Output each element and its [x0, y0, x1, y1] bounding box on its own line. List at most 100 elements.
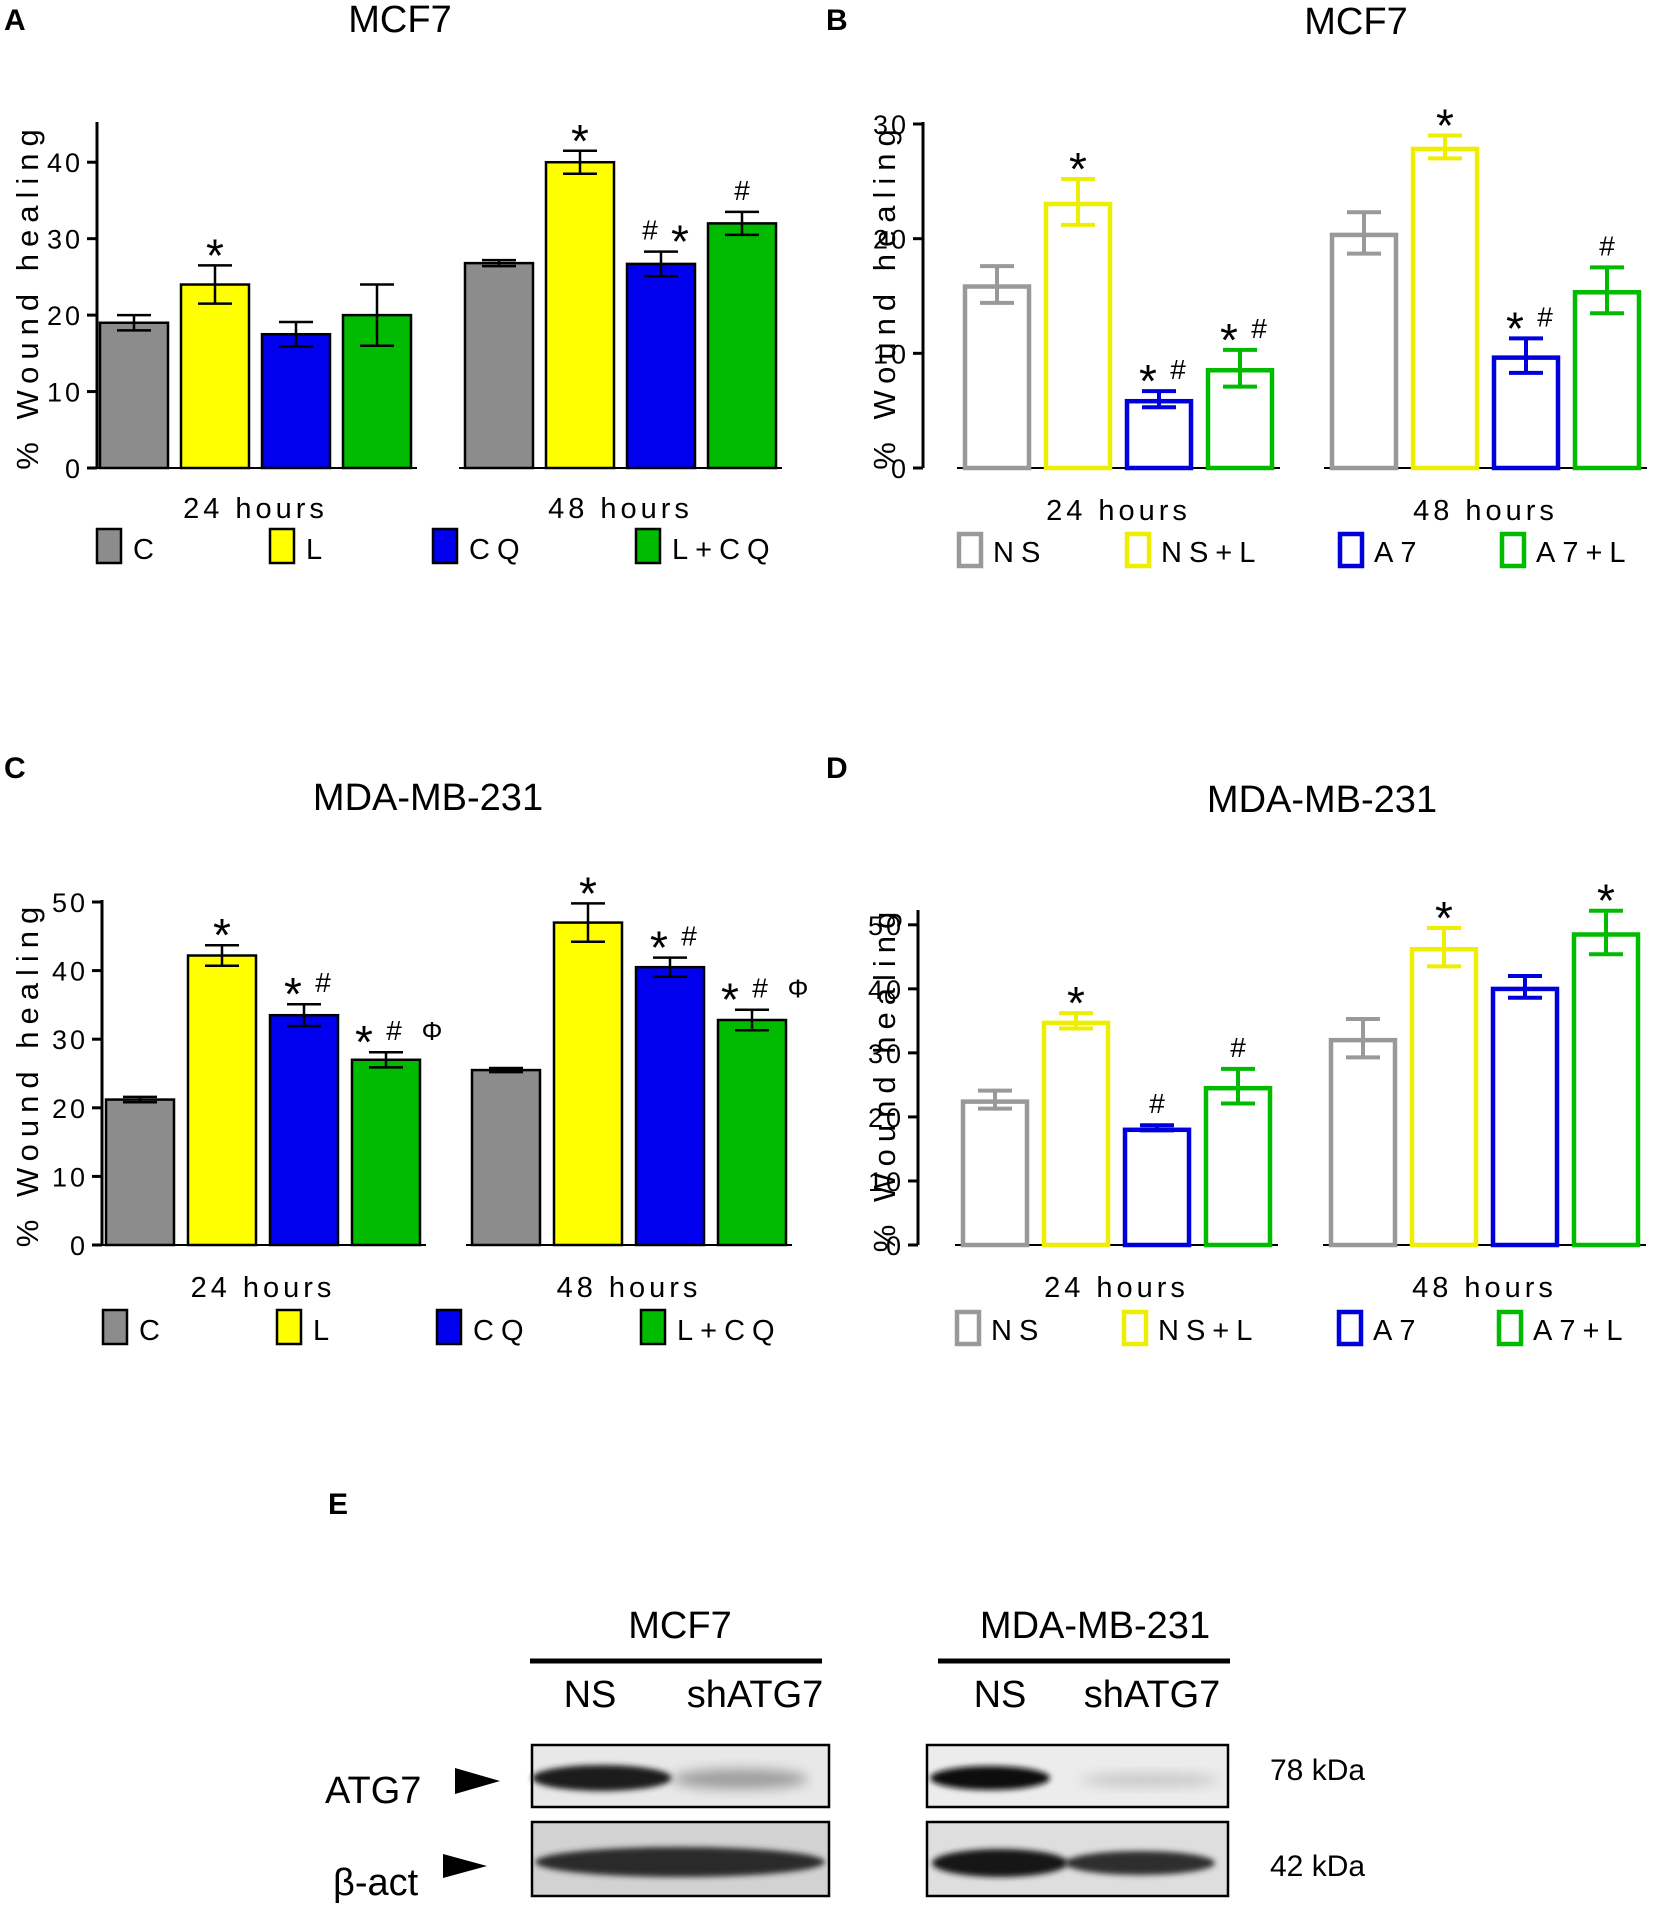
blot-size-label: 42 kDa [1270, 1850, 1365, 1883]
legend-swatch [275, 1308, 303, 1346]
arrowhead-icon [455, 1768, 500, 1794]
legend-swatch [1496, 1309, 1524, 1347]
panel-b-chart: B MCF7 0 10 20 30% Wound healing * * * # * # * # #24 h… [826, 1, 1647, 569]
legend-label: NS+L [1161, 537, 1262, 569]
legend-swatch [1121, 1309, 1149, 1347]
panel-a-chart: A MCF7 0 10 20 30 40% Wound healing * * # * #24 hou… [4, 0, 782, 566]
legend-label: L [313, 1315, 336, 1347]
bar [552, 921, 624, 1247]
panel-label: D [826, 752, 848, 785]
bar [470, 1068, 542, 1247]
chart-title: MCF7 [348, 0, 451, 41]
significance-hash: # [1599, 230, 1615, 261]
significance-hash: # [1170, 354, 1186, 385]
significance-hash: # [386, 1015, 402, 1046]
bar [1490, 986, 1560, 1248]
significance-hash: # [315, 967, 331, 998]
bar [960, 1099, 1030, 1248]
bar [350, 1058, 422, 1247]
blot-strip-bact-mcf7 [530, 1820, 831, 1898]
chart-title: MCF7 [1304, 1, 1407, 43]
legend-swatch [1124, 531, 1152, 569]
legend-swatch [634, 527, 662, 565]
y-axis-label: % Wound healing [867, 905, 902, 1252]
significance-star: * [579, 867, 597, 919]
panel-label-e: E [328, 1488, 348, 1521]
x-group-label: 24 hours [1044, 1272, 1189, 1304]
significance-star: * [671, 216, 689, 268]
legend-label: L [306, 534, 329, 566]
bar [1410, 146, 1480, 471]
blot-cell-line-label: MCF7 [628, 1605, 731, 1647]
significance-star: * [1436, 99, 1454, 151]
y-tick-label: 40 [52, 957, 88, 987]
significance-star: * [1597, 875, 1615, 927]
x-group-label: 24 hours [183, 493, 328, 525]
y-tick-label: 0 [891, 454, 909, 484]
bar [98, 321, 170, 470]
bar [706, 222, 778, 470]
significance-hash: # [1537, 301, 1553, 332]
legend-swatch [101, 1308, 129, 1346]
bar [268, 1013, 340, 1247]
blot-lane-label: NS [564, 1674, 617, 1716]
bar [186, 954, 258, 1247]
legend-swatch [639, 1308, 667, 1346]
significance-star: * [1506, 302, 1524, 354]
legend-label: A7+L [1533, 1315, 1630, 1347]
significance-star: * [1435, 892, 1453, 944]
legend-label: L+CQ [677, 1315, 782, 1347]
panel-label: B [826, 4, 848, 37]
bar [716, 1018, 788, 1247]
arrowhead-icon [443, 1854, 487, 1878]
legend-label: NS [993, 537, 1047, 569]
bar [1409, 946, 1479, 1248]
y-tick-label: 10 [868, 1167, 904, 1197]
significance-phi: Φ [422, 1016, 443, 1046]
blot-strip-atg7-mcf7 [530, 1743, 831, 1809]
significance-hash: # [752, 973, 768, 1004]
legend-label: C [139, 1315, 167, 1347]
panel-d-chart: D MDA-MB-231 0 10 20 30 40 50% Wound healing * * #… [826, 752, 1646, 1347]
panel-label: A [4, 4, 26, 37]
y-tick-label: 10 [873, 339, 909, 369]
y-tick-label: 30 [868, 1039, 904, 1069]
legend-label: NS [991, 1315, 1045, 1347]
y-axis-label: % Wound healing [867, 122, 902, 469]
y-tick-label: 10 [47, 378, 83, 408]
blot-lane-label: shATG7 [1084, 1674, 1221, 1716]
x-group-label: 24 hours [191, 1272, 336, 1304]
significance-star: * [1067, 977, 1085, 1029]
y-tick-label: 0 [886, 1231, 904, 1261]
y-tick-label: 20 [873, 225, 909, 255]
bar [544, 160, 616, 470]
legend-label: A7 [1373, 1315, 1422, 1347]
significance-hash: # [1230, 1032, 1246, 1063]
significance-star: * [1139, 355, 1157, 407]
y-tick-label: 10 [52, 1162, 88, 1192]
legend-swatch [954, 1309, 982, 1347]
panel-c-chart: C MDA-MB-231 0 10 20 30 40 50% Wound healing * * *… [4, 752, 808, 1347]
legend-label: NS+L [1158, 1315, 1259, 1347]
significance-phi: Φ [788, 974, 809, 1004]
y-axis-label: % Wound healing [10, 900, 45, 1247]
panel-e-western-blot: E MCF7 NS shATG7 MDA-MB-231 NS shATG7 AT… [325, 1488, 1365, 1904]
legend-label: L+CQ [672, 534, 777, 566]
chart-title: MDA-MB-231 [1207, 779, 1437, 821]
x-group-label: 48 hours [548, 493, 693, 525]
bar [1329, 232, 1399, 471]
bar [463, 261, 535, 470]
panel-label: C [4, 752, 26, 785]
significance-hash: # [734, 175, 750, 206]
significance-star: * [1220, 314, 1238, 366]
y-tick-label: 50 [868, 911, 904, 941]
legend-swatch [1499, 531, 1527, 569]
x-group-label: 48 hours [1412, 1272, 1557, 1304]
legend-swatch [956, 531, 984, 569]
legend-swatch [431, 527, 459, 565]
blot-lane-label: shATG7 [687, 1674, 824, 1716]
blot-protein-label: ATG7 [325, 1770, 421, 1812]
y-tick-label: 20 [47, 301, 83, 331]
legend-swatch [268, 527, 296, 565]
significance-star: * [571, 115, 589, 167]
